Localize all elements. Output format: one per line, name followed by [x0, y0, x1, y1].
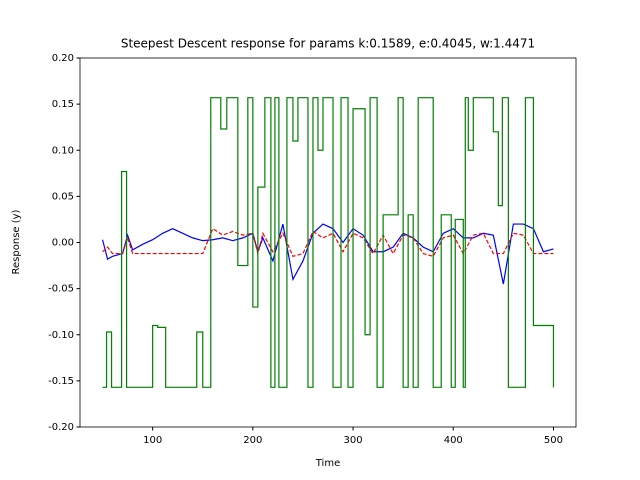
- y-tick-label: -0.05: [48, 284, 74, 295]
- y-tick-label: -0.15: [48, 376, 74, 387]
- y-axis-label: Response (y): [11, 209, 22, 274]
- y-tick-label: 0.05: [52, 191, 74, 202]
- series-line: [102, 97, 555, 388]
- chart-title: Steepest Descent response for params k:0…: [121, 37, 535, 51]
- x-tick-label: 300: [344, 435, 363, 446]
- x-tick-label: 400: [444, 435, 463, 446]
- y-tick-label: -0.10: [48, 330, 74, 341]
- y-tick-label: -0.20: [48, 422, 74, 433]
- y-tick-label: 0.10: [52, 145, 74, 156]
- x-tick-label: 500: [544, 435, 563, 446]
- x-tick-label: 200: [243, 435, 262, 446]
- series-line: [102, 227, 554, 258]
- series-line: [101, 223, 554, 285]
- plot-frame: [79, 57, 577, 428]
- x-axis-label: Time: [315, 458, 340, 469]
- y-tick-label: 0.15: [52, 99, 74, 110]
- y-tick-label: 0.00: [52, 238, 74, 249]
- x-tick-label: 100: [143, 435, 162, 446]
- y-tick-label: 0.20: [52, 53, 74, 64]
